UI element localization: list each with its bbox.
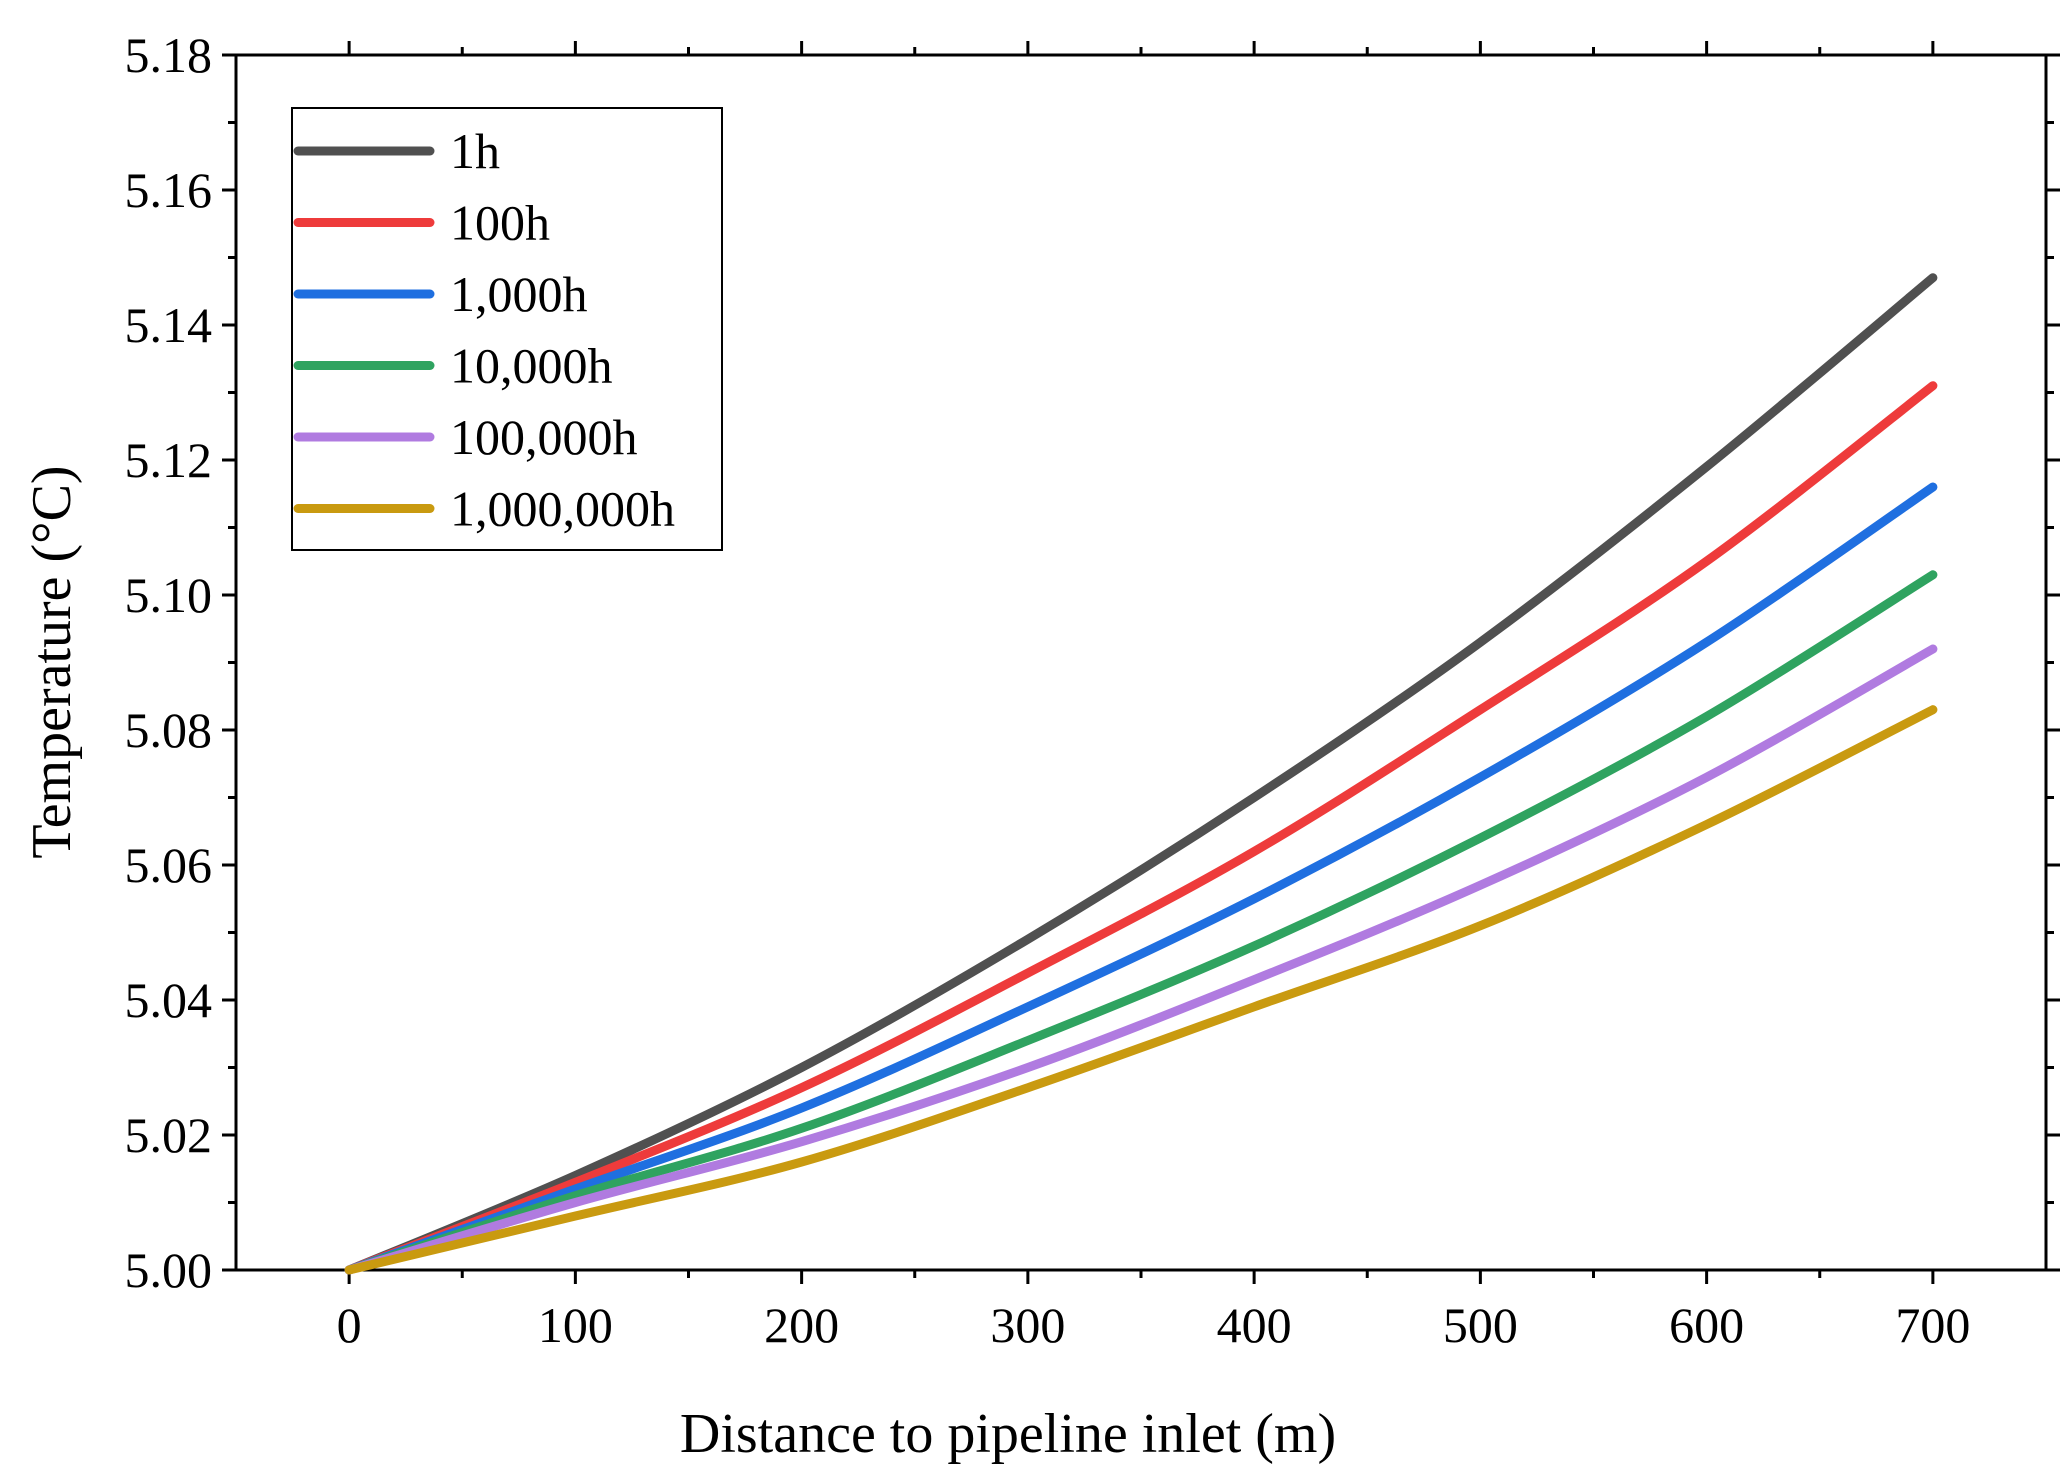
series-lines — [344, 273, 1938, 1275]
legend-label: 1,000,000h — [450, 481, 675, 537]
y-tick-label: 5.04 — [125, 972, 213, 1028]
x-tick-label: 400 — [1217, 1297, 1292, 1353]
legend-box — [291, 107, 723, 551]
legend: 1h 100h 1,000h 10,000h 100,000h 1,000,000h — [291, 107, 723, 551]
series-line-2 — [344, 482, 1938, 1275]
x-tick-label: 300 — [990, 1297, 1065, 1353]
series-line-4 — [344, 644, 1938, 1275]
series-line-5 — [344, 705, 1938, 1275]
y-tick-label: 5.08 — [125, 702, 213, 758]
legend-label: 100,000h — [450, 409, 638, 465]
y-tick-label: 5.16 — [125, 162, 213, 218]
legend-label: 1h — [450, 123, 500, 179]
x-tick-label: 500 — [1443, 1297, 1518, 1353]
y-tick-label: 5.10 — [125, 567, 213, 623]
legend-label: 1,000h — [450, 266, 588, 322]
series-line-1 — [344, 381, 1938, 1275]
y-axis-ticks: 5.00 5.02 5.04 5.06 5.08 5.10 5.12 5.14 5.16 5.18 — [125, 27, 2060, 1298]
x-tick-label: 700 — [1895, 1297, 1970, 1353]
y-tick-label: 5.18 — [125, 27, 213, 83]
y-axis-title: Temperature (°C) — [21, 465, 83, 858]
y-tick-label: 5.06 — [125, 837, 213, 893]
x-tick-label: 100 — [538, 1297, 613, 1353]
x-tick-label: 0 — [337, 1297, 362, 1353]
y-tick-label: 5.02 — [125, 1107, 213, 1163]
x-axis-ticks: 0 100 200 300 400 500 600 700 — [337, 41, 1970, 1353]
series-line-0 — [344, 273, 1938, 1275]
x-axis-title: Distance to pipeline inlet (m) — [680, 1403, 1336, 1465]
y-tick-label: 5.00 — [125, 1242, 213, 1298]
series-line-3 — [344, 570, 1938, 1275]
y-tick-label: 5.12 — [125, 432, 213, 488]
x-tick-label: 600 — [1669, 1297, 1744, 1353]
x-tick-label: 200 — [764, 1297, 839, 1353]
y-tick-label: 5.14 — [125, 297, 213, 353]
legend-label: 100h — [450, 195, 550, 251]
legend-label: 10,000h — [450, 338, 613, 394]
